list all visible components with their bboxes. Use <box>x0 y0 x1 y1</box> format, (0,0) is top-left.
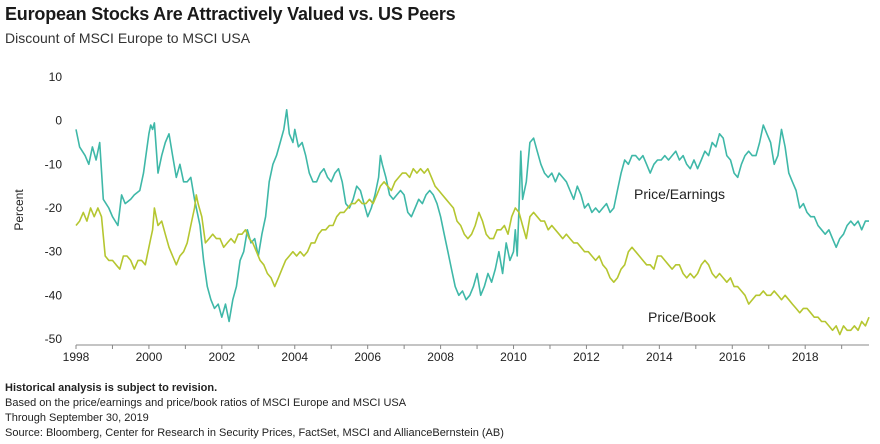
pb-series-label: Price/Book <box>648 309 717 325</box>
notes-through-date: Through September 30, 2019 <box>5 412 149 424</box>
y-axis-ticks: 10 0 -10 -20 -30 -40 -50 <box>45 70 63 346</box>
x-tick-label: 2014 <box>646 350 673 364</box>
y-tick-label: 0 <box>55 114 62 128</box>
x-tick-label: 2018 <box>792 350 819 364</box>
pe-series-label: Price/Earnings <box>634 186 725 202</box>
y-tick-label: -50 <box>45 332 63 346</box>
x-tick-label: 2000 <box>136 350 163 364</box>
chart-notes: Historical analysis is subject to revisi… <box>5 381 504 441</box>
chart-subtitle: Discount of MSCI Europe to MSCI USA <box>5 30 251 46</box>
price-earnings-line <box>75 109 869 323</box>
x-tick-label: 2006 <box>354 350 381 364</box>
y-tick-label: -40 <box>45 288 63 302</box>
chart-title: European Stocks Are Attractively Valued … <box>5 4 456 24</box>
y-tick-label: -10 <box>45 157 63 171</box>
price-book-line <box>75 167 870 336</box>
x-tick-label: 2010 <box>500 350 527 364</box>
x-tick-label: 2016 <box>719 350 746 364</box>
x-tick-label: 2002 <box>208 350 235 364</box>
notes-basis: Based on the price/earnings and price/bo… <box>5 397 407 409</box>
y-tick-label: 10 <box>49 70 63 84</box>
x-tick-label: 1998 <box>63 350 90 364</box>
y-axis-label: Percent <box>12 189 26 231</box>
x-axis: 1998 2000 2002 2004 2006 2008 2010 2012 2014 2016… <box>63 344 869 364</box>
notes-revision: Historical analysis is subject to revisi… <box>5 382 218 394</box>
x-tick-label: 2012 <box>573 350 600 364</box>
x-tick-label: 2008 <box>427 350 454 364</box>
y-tick-label: -30 <box>45 245 63 259</box>
y-tick-label: -20 <box>45 201 63 215</box>
notes-source: Source: Bloomberg, Center for Research i… <box>5 427 504 439</box>
x-tick-label: 2004 <box>281 350 308 364</box>
series-lines <box>75 109 870 336</box>
